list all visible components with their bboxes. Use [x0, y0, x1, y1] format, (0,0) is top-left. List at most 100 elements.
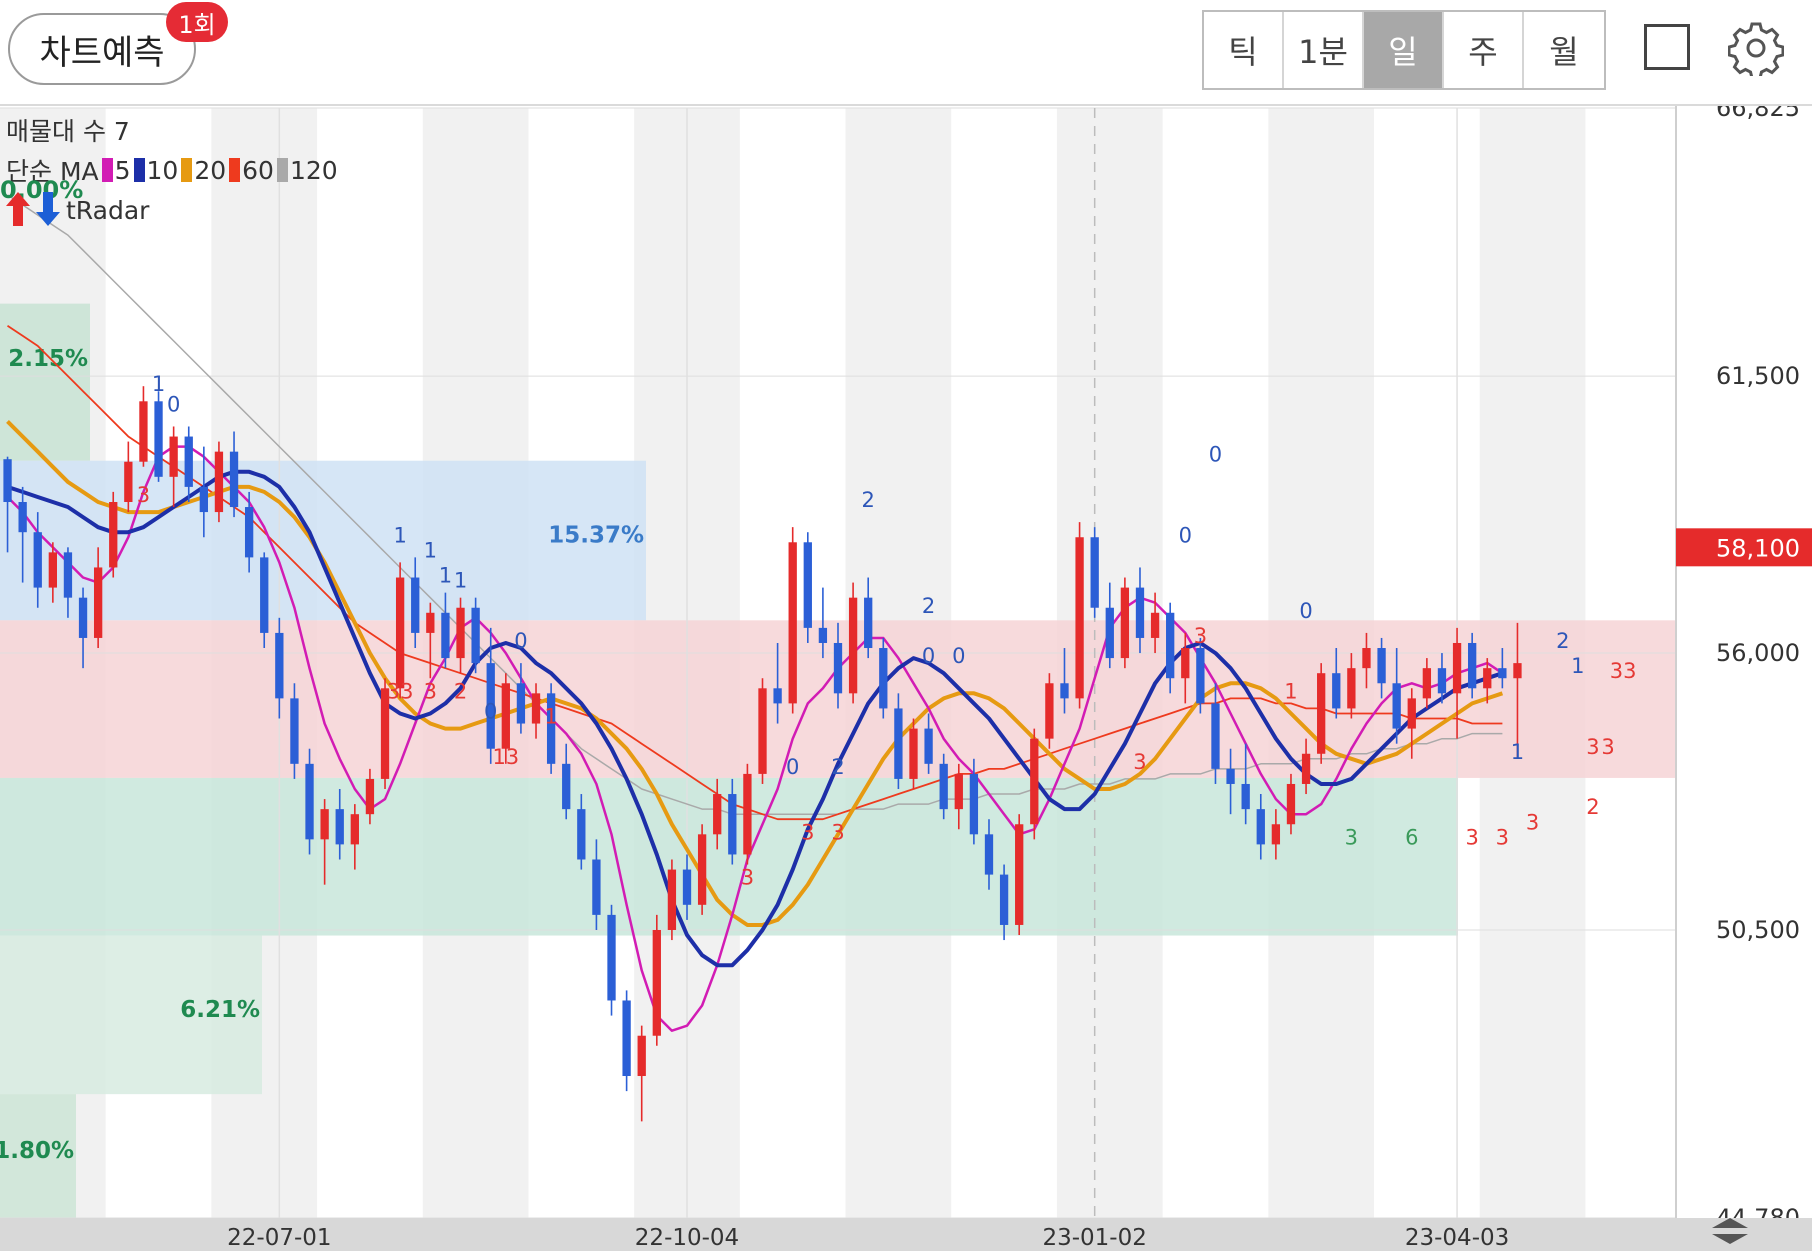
tab-daily[interactable]: 일	[1364, 12, 1444, 88]
candle	[1347, 668, 1356, 709]
candle	[1181, 648, 1190, 679]
ma5-label: 5	[114, 155, 131, 185]
tab-monthly[interactable]: 월	[1524, 12, 1604, 88]
ma20-label: 20	[194, 155, 227, 185]
signal-label: 1	[393, 523, 406, 547]
candle	[365, 778, 375, 815]
ma10-swatch	[133, 158, 145, 182]
candle	[380, 688, 390, 779]
signal-label: 0	[1299, 599, 1312, 623]
signal-label: 2	[831, 755, 844, 779]
x-tick-label: 22-07-01	[227, 1225, 331, 1251]
candle	[848, 597, 858, 694]
candle	[1377, 648, 1386, 684]
candle	[818, 627, 828, 643]
candle	[984, 834, 994, 875]
signal-label: 0	[1179, 523, 1192, 547]
candle	[909, 728, 918, 779]
signal-label: 3	[424, 679, 437, 703]
tab-weekly[interactable]: 주	[1444, 12, 1524, 88]
candle	[803, 542, 812, 628]
signal-label: 3	[1586, 735, 1599, 759]
candle	[1483, 668, 1492, 689]
chart-predict-label: 차트예측	[39, 32, 165, 73]
candle	[788, 542, 797, 704]
gear-icon[interactable]	[1728, 20, 1784, 76]
volume-profile-label: 매물대 수 7	[6, 117, 130, 146]
signal-label: 0	[952, 644, 965, 668]
ma-prefix: 단순 MA	[6, 157, 99, 186]
tradar-label: tRadar	[66, 196, 150, 225]
candle	[1015, 824, 1024, 925]
signal-label: 2	[1586, 795, 1599, 819]
signal-label: 2	[1556, 629, 1569, 653]
volume-profile-pct: 1.80%	[0, 1138, 74, 1164]
candle	[456, 607, 465, 659]
candle	[1468, 642, 1477, 689]
signal-label: 33	[387, 679, 414, 703]
candle	[501, 683, 510, 749]
ma-line-120	[7, 194, 1503, 815]
candle	[516, 683, 526, 724]
candle	[969, 773, 979, 835]
candle	[743, 773, 752, 855]
candle	[154, 401, 163, 477]
candle	[954, 773, 963, 810]
signal-label: 1	[1284, 679, 1297, 703]
signal-label: 3	[741, 866, 754, 890]
candle	[833, 642, 843, 694]
candle	[169, 436, 178, 477]
current-price-label: 58,100	[1716, 534, 1800, 562]
tab-1min[interactable]: 1분	[1284, 12, 1364, 88]
signal-label: 2	[922, 594, 935, 618]
candle	[1271, 824, 1281, 845]
signal-label: 1	[152, 372, 165, 396]
candle	[1120, 587, 1130, 659]
signal-label: 1	[424, 538, 437, 562]
price-chart[interactable]: 2.15% 15.37% 6.21% 1.80% 1 0 3 1 1 1 1 33 3 2 0 0 13 1 0 2…	[0, 94, 1812, 1251]
candle	[18, 502, 27, 533]
signal-label: 1	[454, 569, 467, 593]
candle	[93, 567, 103, 638]
candle	[350, 814, 359, 845]
signal-label: 3	[1526, 810, 1539, 834]
candle	[1392, 683, 1401, 729]
candle	[184, 436, 193, 487]
candle	[214, 451, 224, 513]
candle	[275, 632, 284, 699]
x-tick-label: 22-10-04	[635, 1225, 739, 1251]
y-tick-label: 56,000	[1716, 639, 1800, 667]
ma60-swatch	[229, 158, 241, 182]
candle	[1437, 668, 1447, 694]
candle	[411, 577, 420, 633]
candle	[758, 688, 767, 774]
candle	[1105, 607, 1114, 659]
chart-predict-button[interactable]: 차트예측	[8, 13, 196, 85]
candle	[1211, 703, 1220, 769]
candle	[531, 693, 541, 724]
volume-profile-pct: 6.21%	[180, 997, 260, 1023]
candle	[622, 1000, 631, 1077]
resize-handle-icon[interactable]	[1708, 1216, 1752, 1246]
candle	[1196, 648, 1205, 704]
candle	[199, 486, 208, 513]
ma120-label: 120	[289, 155, 338, 185]
signal-label: 0	[514, 629, 527, 653]
signal-label: 3	[1133, 750, 1146, 774]
candle	[1045, 683, 1054, 739]
top-bar: 차트예측 1회 틱 1분 일 주 월	[0, 0, 1812, 106]
volume-profile-pct: 15.37%	[548, 523, 644, 549]
candle	[426, 612, 435, 633]
candle	[713, 794, 722, 835]
signal-label: 2	[454, 679, 467, 703]
candle	[320, 809, 329, 840]
candle	[1286, 783, 1296, 825]
y-tick-label: 61,500	[1716, 362, 1800, 390]
fullscreen-icon[interactable]	[1644, 24, 1690, 70]
candle	[229, 451, 239, 508]
signal-label: 1	[1571, 654, 1584, 678]
signal-label: 0	[786, 755, 799, 779]
candle	[999, 874, 1009, 925]
tab-tick[interactable]: 틱	[1204, 12, 1284, 88]
